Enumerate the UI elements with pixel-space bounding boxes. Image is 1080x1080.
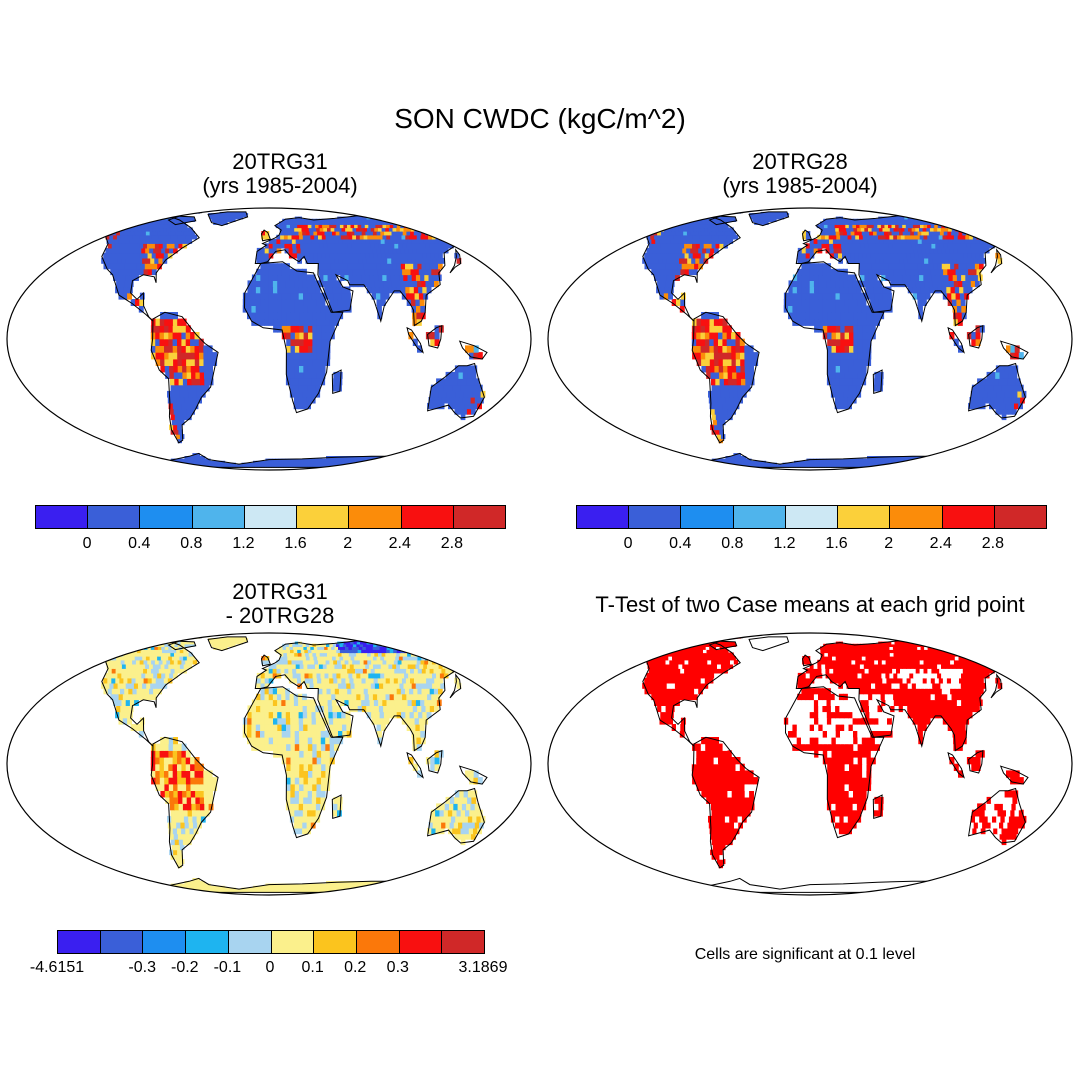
colorbar-swatch <box>314 931 357 953</box>
colorbar-swatch <box>785 506 839 528</box>
colorbar-panel2 <box>576 505 1047 529</box>
colorbar-tick-label: 1.2 <box>773 535 796 552</box>
colorbar-swatch <box>356 931 400 953</box>
colorbar-difference <box>57 930 485 954</box>
colorbar-swatch <box>629 506 682 528</box>
map-grid-cells <box>614 211 1052 468</box>
colorbar-tick-label: 0.2 <box>344 959 367 976</box>
colorbar-tick-label: -4.6151 <box>29 959 85 976</box>
colorbar-tick-label: 0.4 <box>128 535 151 552</box>
colorbar-tick-label: 0.8 <box>180 535 203 552</box>
panel4-significance-note: Cells are significant at 0.1 level <box>694 946 916 963</box>
map-grid-cells <box>73 211 511 468</box>
colorbar-swatch <box>88 506 141 528</box>
coastlines <box>614 211 1053 468</box>
colorbar-swatch <box>297 506 350 528</box>
panel2-title-line2: (yrs 1985-2004) <box>722 173 878 198</box>
colorbar-swatch <box>401 506 454 528</box>
colorbar-swatch <box>192 506 245 528</box>
colorbar-panel1 <box>35 505 506 529</box>
panel4-title: T-Test of two Case means at each grid po… <box>595 592 1025 617</box>
colorbar-swatch <box>271 931 315 953</box>
panel2-title-line1: 20TRG28 <box>752 149 848 174</box>
colorbar-swatch <box>58 931 101 953</box>
map-panel-20trg31 <box>6 207 532 471</box>
colorbar-swatch <box>140 506 193 528</box>
map-panel-ttest <box>547 632 1073 896</box>
colorbar-tick-label: 2 <box>343 535 353 552</box>
colorbar-swatch <box>399 931 443 953</box>
colorbar-tick-label: -0.1 <box>213 959 242 976</box>
colorbar-swatch <box>349 506 402 528</box>
colorbar-tick-label: 0 <box>82 535 92 552</box>
colorbar-tick-label: 0.8 <box>721 535 744 552</box>
panel1-title: 20TRG31 (yrs 1985-2004) <box>110 150 450 198</box>
map-grid-cells <box>614 636 1052 893</box>
colorbar-swatch <box>890 506 943 528</box>
colorbar-swatch <box>994 506 1046 528</box>
colorbar-swatch <box>942 506 995 528</box>
main-title: SON CWDC (kgC/m^2) <box>394 103 686 134</box>
panel3-title-line2: - 20TRG28 <box>225 603 335 628</box>
map-frame <box>547 632 1073 896</box>
map-frame <box>6 207 532 471</box>
colorbar-tick-label: 1.2 <box>232 535 255 552</box>
map-frame <box>547 207 1073 471</box>
map-frame <box>6 632 532 896</box>
colorbar-tick-label: -0.2 <box>171 959 199 976</box>
panel2-title: 20TRG28 (yrs 1985-2004) <box>640 150 960 198</box>
colorbar-swatch <box>838 506 891 528</box>
colorbar-tick-label: 0 <box>265 959 275 976</box>
colorbar-tick-label: 2.4 <box>388 535 411 552</box>
colorbar-tick-label: 0.1 <box>301 959 324 976</box>
colorbar-tick-label: 2 <box>884 535 894 552</box>
colorbar-tick-label: 0.3 <box>386 959 409 976</box>
colorbar-tick-label: 2.4 <box>929 535 952 552</box>
colorbar-tick-label: 1.6 <box>284 535 307 552</box>
colorbar-tick-label: 0 <box>623 535 633 552</box>
map-panel-difference <box>6 632 532 896</box>
panel1-title-line2: (yrs 1985-2004) <box>202 173 358 198</box>
colorbar-swatch <box>244 506 298 528</box>
colorbar-tick-label: -0.3 <box>128 959 156 976</box>
panel1-title-line1: 20TRG31 <box>232 149 328 174</box>
colorbar-tick-label: 2.8 <box>981 535 1004 552</box>
colorbar-swatch <box>453 506 505 528</box>
colorbar-swatch <box>577 506 630 528</box>
colorbar-swatch <box>143 931 187 953</box>
map-grid-cells <box>73 636 511 893</box>
colorbar-swatch <box>681 506 734 528</box>
panel3-title-line1: 20TRG31 <box>232 579 328 604</box>
colorbar-swatch <box>36 506 89 528</box>
colorbar-tick-label: 1.6 <box>825 535 848 552</box>
colorbar-tick-label: 0.4 <box>669 535 692 552</box>
colorbar-swatch <box>228 931 272 953</box>
colorbar-tick-label: 3.1869 <box>458 959 508 976</box>
panel3-title: 20TRG31 - 20TRG28 <box>110 580 450 628</box>
colorbar-swatch <box>733 506 786 528</box>
colorbar-swatch <box>186 931 229 953</box>
map-panel-20trg28 <box>547 207 1073 471</box>
colorbar-swatch <box>100 931 144 953</box>
colorbar-tick-label: 2.8 <box>440 535 463 552</box>
colorbar-swatch <box>442 931 485 953</box>
